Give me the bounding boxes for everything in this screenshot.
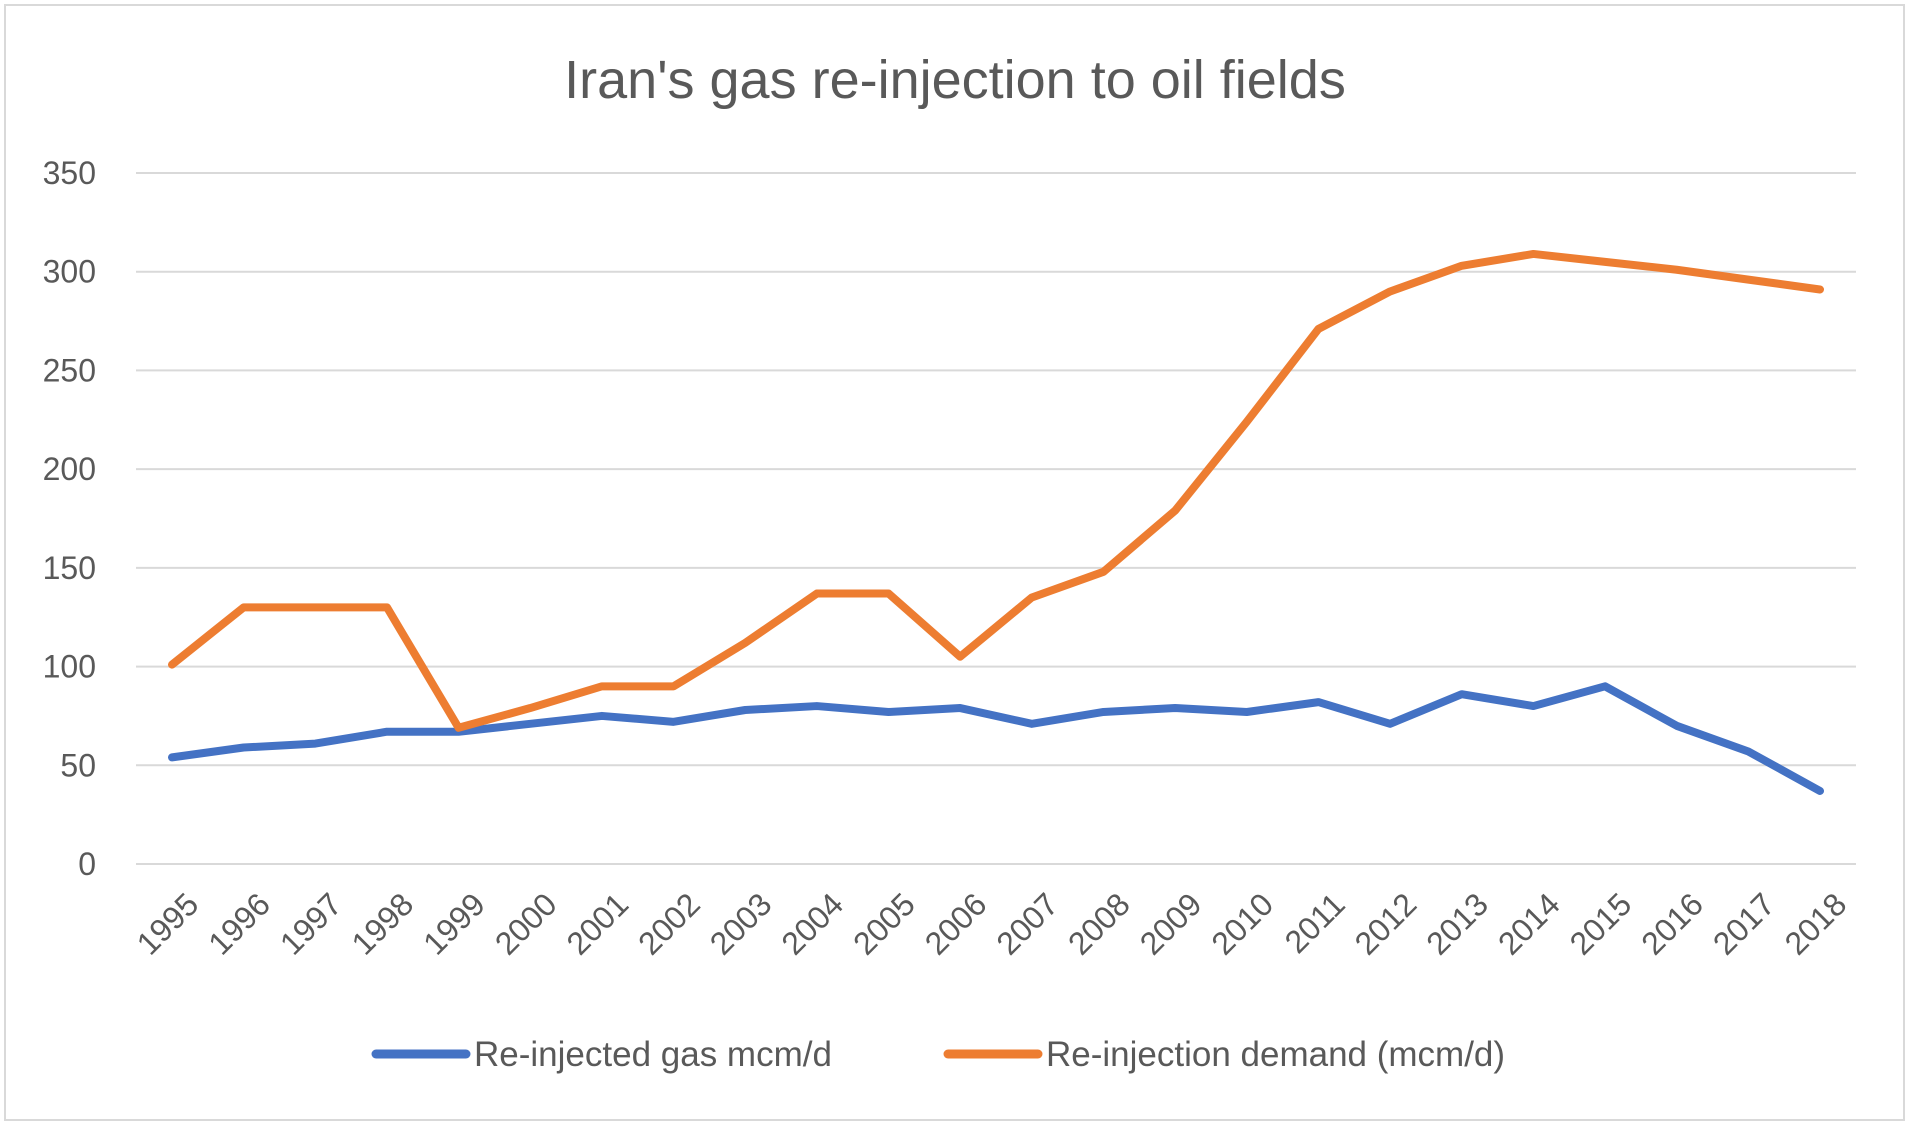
legend-label: Re-injected gas mcm/d xyxy=(474,1035,832,1074)
y-tick-label: 350 xyxy=(43,155,96,191)
x-tick-label: 2009 xyxy=(1133,886,1209,962)
y-tick-label: 0 xyxy=(78,846,96,882)
x-tick-label: 2004 xyxy=(774,886,850,962)
legend-item-0: Re-injected gas mcm/d xyxy=(371,1035,832,1074)
x-tick-label: 2005 xyxy=(846,886,922,962)
x-tick-labels: 1995199619971998199920002001200220032004… xyxy=(130,886,1854,962)
x-tick-label: 2014 xyxy=(1491,886,1567,962)
x-tick-label: 2018 xyxy=(1778,886,1854,962)
x-tick-label: 2002 xyxy=(631,886,707,962)
x-tick-label: 2006 xyxy=(918,886,994,962)
chart-title: Iran's gas re-injection to oil fields xyxy=(564,50,1346,110)
x-tick-label: 2015 xyxy=(1563,886,1639,962)
y-tick-label: 200 xyxy=(43,451,96,487)
series-lines xyxy=(168,249,1824,795)
x-tick-label: 2003 xyxy=(703,886,779,962)
x-tick-label: 2013 xyxy=(1419,886,1495,962)
x-tick-label: 1998 xyxy=(345,886,421,962)
series-line-1 xyxy=(168,249,1824,732)
chart-frame xyxy=(4,4,1905,1121)
legend-item-1: Re-injection demand (mcm/d) xyxy=(943,1035,1505,1074)
x-tick-label: 2010 xyxy=(1204,886,1280,962)
x-tick-label: 2007 xyxy=(989,886,1065,962)
y-tick-labels: 0 50 100 150 200 250 300 350 xyxy=(43,155,96,882)
legend-label: Re-injection demand (mcm/d) xyxy=(1046,1035,1505,1074)
x-tick-label: 2012 xyxy=(1348,886,1424,962)
x-tick-label: 1999 xyxy=(416,886,492,962)
y-tick-label: 100 xyxy=(43,649,96,685)
x-tick-label: 2000 xyxy=(488,886,564,962)
y-tick-label: 50 xyxy=(60,747,96,783)
legend: Re-injected gas mcm/d Re-injection demand… xyxy=(371,1035,1505,1074)
x-tick-label: 1995 xyxy=(130,886,206,962)
x-tick-label: 2017 xyxy=(1706,886,1782,962)
x-tick-label: 2016 xyxy=(1634,886,1710,962)
y-tick-label: 300 xyxy=(43,254,96,290)
x-tick-label: 2011 xyxy=(1278,886,1352,960)
y-tick-label: 150 xyxy=(43,550,96,586)
series-line-0 xyxy=(168,682,1824,795)
x-tick-label: 2008 xyxy=(1061,886,1137,962)
y-tick-label: 250 xyxy=(43,352,96,388)
x-tick-label: 1997 xyxy=(273,886,349,962)
x-tick-label: 2001 xyxy=(559,886,635,962)
gridlines xyxy=(136,172,1856,865)
x-tick-label: 1996 xyxy=(201,886,277,962)
